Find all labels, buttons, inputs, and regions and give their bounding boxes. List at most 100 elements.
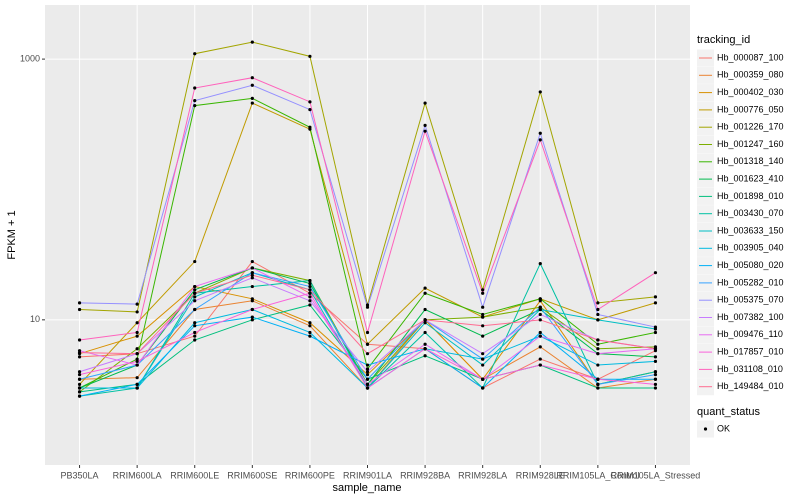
point [653,370,658,374]
point [365,370,370,374]
point [135,310,139,314]
point [193,86,197,90]
legend-label: Hb_009476_110 [717,329,783,339]
point [308,324,312,328]
point [193,330,197,335]
point [538,334,542,338]
point [538,312,542,317]
legend-label: Hb_001247_160 [717,139,784,149]
point-legend-title: quant_status [697,406,760,418]
point [250,273,254,277]
point [308,334,312,338]
point [481,315,485,319]
point [481,357,485,361]
point [481,363,485,367]
point [481,312,485,317]
legend-title: tracking_id [697,34,750,46]
point [77,377,82,381]
point [596,382,600,386]
legend-label: Hb_005080_020 [717,260,784,270]
point [423,354,427,358]
legend-label: Hb_017857_010 [717,346,784,356]
point [77,351,82,355]
y-tick-label: 10 [30,314,40,324]
point [365,342,370,346]
point [653,359,658,363]
point [135,321,139,325]
point [423,101,427,105]
point [250,259,254,264]
point [365,373,370,377]
point [193,334,197,338]
legend-label: Hb_001898_010 [717,191,784,201]
point [308,288,312,292]
point [481,324,485,328]
point [596,312,600,317]
point [481,334,485,338]
x-tick-label: RRIM105LA_Stressed [611,470,701,480]
x-tick-label: RRIM105LA_Control [556,470,639,480]
point [77,307,82,312]
legend-label: Hb_000776_050 [717,104,784,114]
point [193,288,197,292]
point [653,271,658,275]
point [77,338,82,342]
point [596,363,600,367]
point [365,363,370,367]
point [308,321,312,325]
point [596,386,600,390]
point [538,131,542,135]
point [193,99,197,103]
legend-label: Hb_031108_010 [717,364,783,374]
point [365,352,370,356]
point [135,359,139,363]
point [538,307,542,312]
point [308,281,312,286]
point [308,291,312,295]
point [135,352,139,356]
point [481,305,485,309]
point [135,330,139,335]
point [77,386,82,390]
point [423,330,427,335]
x-tick-label: RRIM600LE [170,470,219,480]
point [77,355,82,359]
point [250,276,254,280]
point [193,52,197,56]
point [250,266,254,270]
point [423,286,427,290]
point [596,352,600,356]
point [250,284,254,289]
point [250,297,254,301]
point [77,301,82,305]
point [77,382,82,386]
point [365,330,370,335]
point [481,352,485,356]
legend-label: Hb_001318_140 [717,156,784,166]
point [423,318,427,322]
point [135,334,139,338]
point [423,129,427,133]
point [308,54,312,58]
point [193,291,197,295]
point [538,345,542,349]
point [653,330,658,335]
point [365,305,370,309]
point [193,299,197,303]
point [135,363,139,367]
y-axis-title: FPKM + 1 [6,210,18,259]
point [250,271,254,275]
legend-label: Hb_149484_010 [717,381,784,391]
point [365,386,370,390]
point [77,394,82,398]
point [135,347,139,351]
point [365,303,370,307]
point [308,295,312,299]
point [193,338,197,342]
point [365,367,370,371]
legend-label: Hb_003430_070 [717,208,784,218]
point [596,347,600,351]
x-tick-label: RRIM600LA [113,470,162,480]
point [308,284,312,289]
